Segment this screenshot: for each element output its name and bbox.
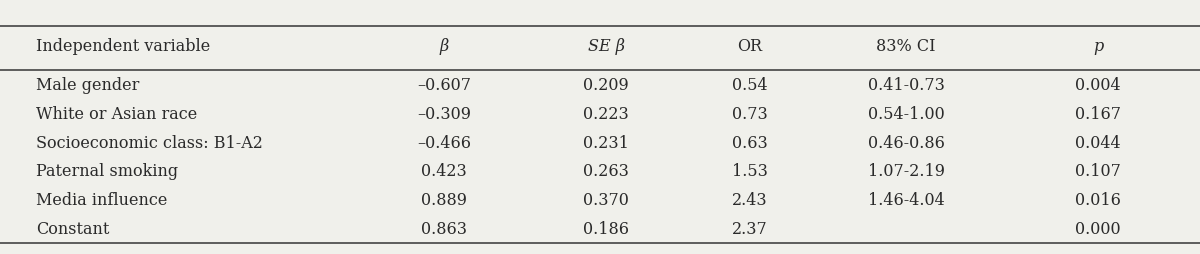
Text: 0.000: 0.000	[1075, 220, 1121, 237]
Text: 0.423: 0.423	[421, 163, 467, 180]
Text: White or Asian race: White or Asian race	[36, 105, 197, 122]
Text: 2.43: 2.43	[732, 191, 768, 208]
Text: 0.209: 0.209	[583, 77, 629, 94]
Text: 0.044: 0.044	[1075, 134, 1121, 151]
Text: Media influence: Media influence	[36, 191, 167, 208]
Text: –0.607: –0.607	[418, 77, 470, 94]
Text: Male gender: Male gender	[36, 77, 139, 94]
Text: 0.004: 0.004	[1075, 77, 1121, 94]
Text: 0.889: 0.889	[421, 191, 467, 208]
Text: 0.54: 0.54	[732, 77, 768, 94]
Text: 0.63: 0.63	[732, 134, 768, 151]
Text: Socioeconomic class: B1-A2: Socioeconomic class: B1-A2	[36, 134, 263, 151]
Text: 0.46-0.86: 0.46-0.86	[868, 134, 944, 151]
Text: 83% CI: 83% CI	[876, 38, 936, 55]
Text: 2.37: 2.37	[732, 220, 768, 237]
Text: 0.167: 0.167	[1075, 105, 1121, 122]
Text: 0.54-1.00: 0.54-1.00	[868, 105, 944, 122]
Text: 0.107: 0.107	[1075, 163, 1121, 180]
Text: 0.263: 0.263	[583, 163, 629, 180]
Text: –0.309: –0.309	[418, 105, 470, 122]
Text: SE β: SE β	[588, 38, 624, 55]
Text: 0.370: 0.370	[583, 191, 629, 208]
Text: 1.46-4.04: 1.46-4.04	[868, 191, 944, 208]
Text: Independent variable: Independent variable	[36, 38, 210, 55]
Text: OR: OR	[738, 38, 762, 55]
Text: Paternal smoking: Paternal smoking	[36, 163, 178, 180]
Text: 1.07-2.19: 1.07-2.19	[868, 163, 944, 180]
Text: –0.466: –0.466	[418, 134, 470, 151]
Text: β: β	[439, 38, 449, 55]
Text: 0.41-0.73: 0.41-0.73	[868, 77, 944, 94]
Text: 0.016: 0.016	[1075, 191, 1121, 208]
Text: 0.863: 0.863	[421, 220, 467, 237]
Text: 1.53: 1.53	[732, 163, 768, 180]
Text: 0.231: 0.231	[583, 134, 629, 151]
Text: 0.73: 0.73	[732, 105, 768, 122]
Text: 0.186: 0.186	[583, 220, 629, 237]
Text: Constant: Constant	[36, 220, 109, 237]
Text: p: p	[1093, 38, 1103, 55]
Text: 0.223: 0.223	[583, 105, 629, 122]
